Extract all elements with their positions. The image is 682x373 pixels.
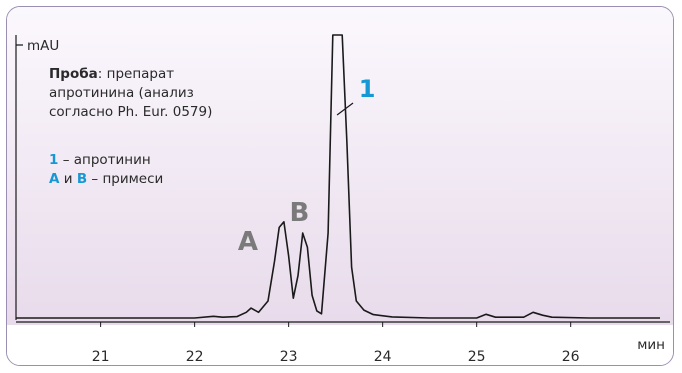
legend-b-letter: B [76,171,88,187]
x-ticks: 21 22 23 24 25 26 мин [92,322,665,365]
chromatogram-trace [16,34,660,319]
x-tick-label: 22 [186,349,204,365]
sample-line1: : препарат [97,66,175,82]
x-tick-label: 23 [280,349,298,365]
x-tick-label: 26 [562,349,580,365]
legend-and: и [59,171,77,187]
peak-label-a: A [238,227,258,257]
axes: mAU [15,35,670,323]
sample-label: Проба [49,66,98,82]
peak-legend: 1 – апротинин A и B – примеси [49,151,163,189]
sample-line2: апротинина (анализ [49,85,194,101]
x-axis-band [7,325,673,365]
annotations: A B 1 [238,75,376,257]
legend-1-text: – апротинин [58,152,151,168]
legend-2-text: – примеси [87,171,164,187]
trace-layer [16,34,660,319]
x-tick-label: 24 [374,349,392,365]
legend-a-letter: A [49,171,60,187]
legend-1-number: 1 [49,152,59,168]
peak-label-1: 1 [359,75,376,103]
peak-label-b: B [290,198,310,228]
x-axis-label: мин [637,337,665,353]
sample-line3: согласно Ph. Eur. 0579) [49,104,213,120]
x-tick-label: 21 [92,349,110,365]
y-axis-label: mAU [27,38,59,54]
plot-background [7,7,673,325]
sample-description: Проба: препарат апротинина (анализ согла… [49,65,212,122]
x-tick-label: 25 [468,349,486,365]
peak-1-pointer [336,102,354,116]
